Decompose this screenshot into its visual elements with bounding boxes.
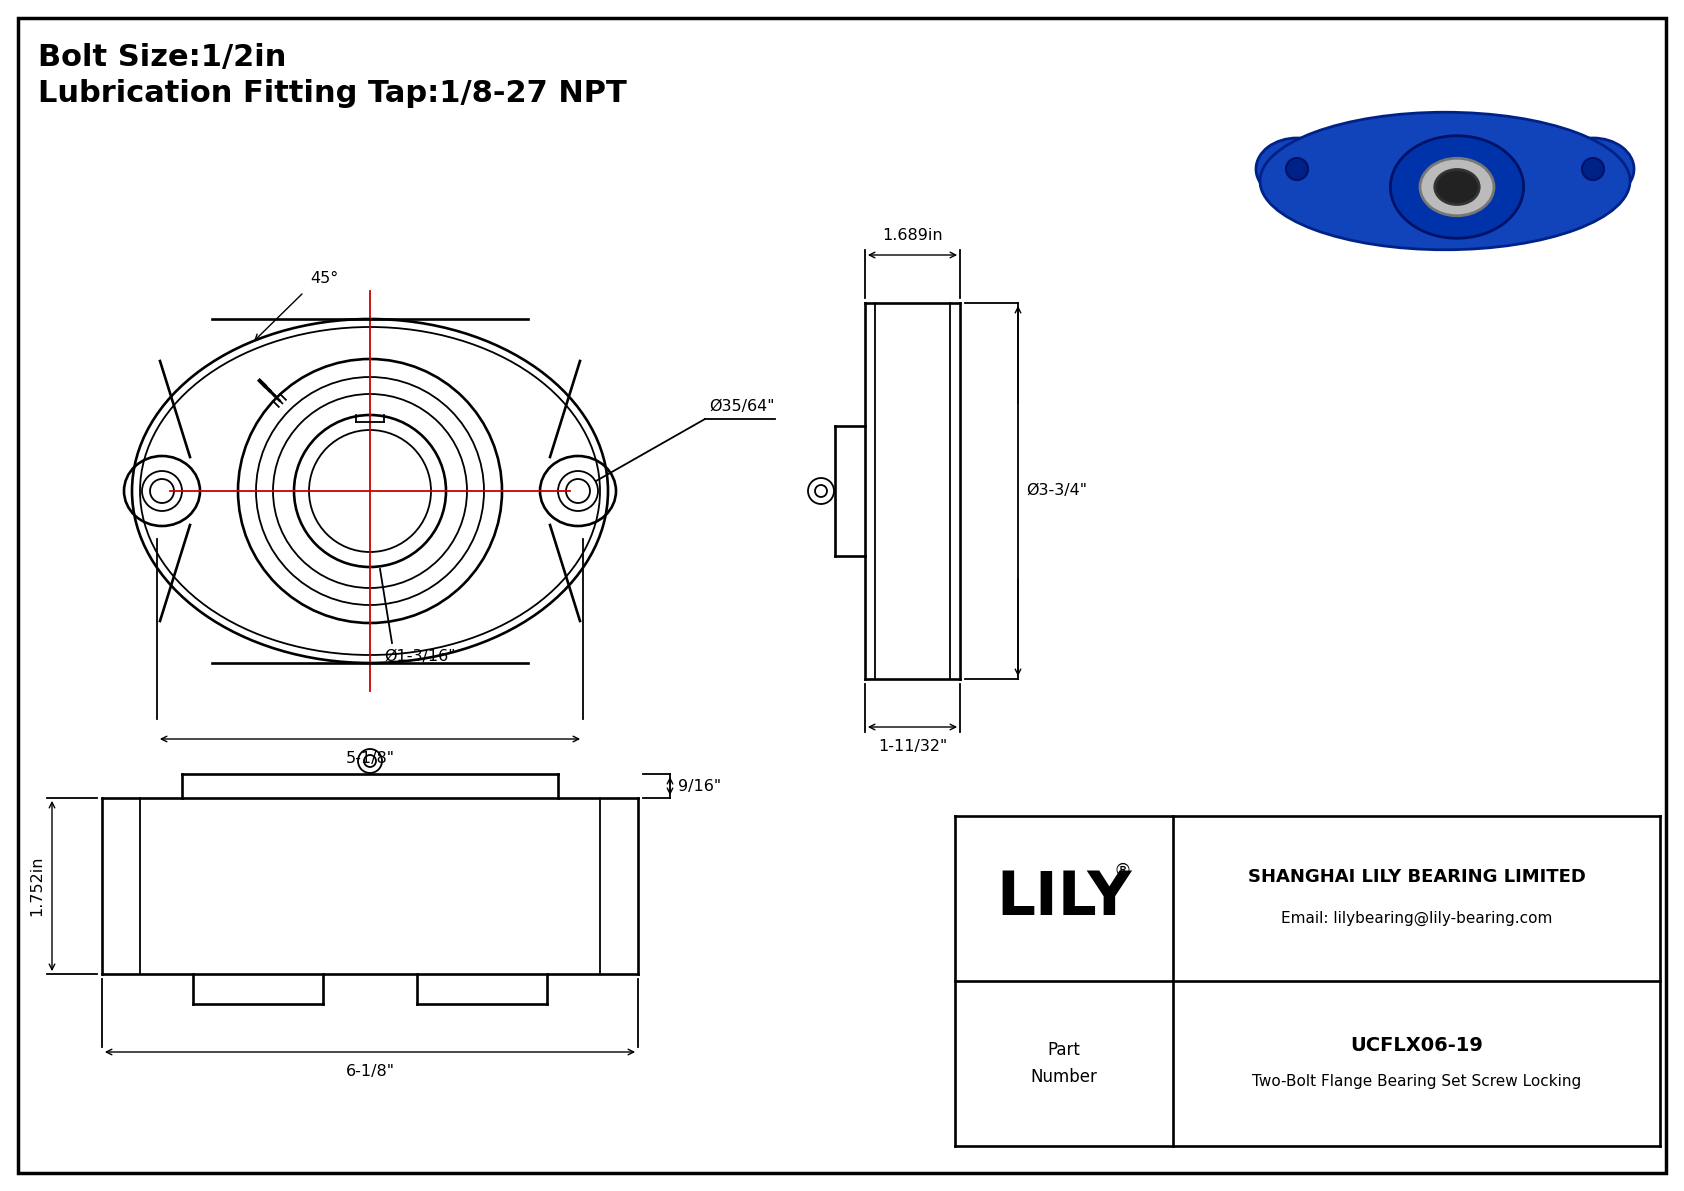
Text: Email: lilybearing@lily-bearing.com: Email: lilybearing@lily-bearing.com bbox=[1282, 911, 1553, 927]
Text: 45°: 45° bbox=[310, 272, 338, 286]
Text: Ø3-3/4": Ø3-3/4" bbox=[1026, 484, 1086, 499]
Text: Part
Number: Part Number bbox=[1031, 1041, 1098, 1086]
Ellipse shape bbox=[1435, 169, 1479, 205]
Ellipse shape bbox=[1256, 138, 1339, 200]
Text: 6-1/8": 6-1/8" bbox=[345, 1064, 394, 1079]
Text: 1.752in: 1.752in bbox=[29, 856, 44, 916]
Text: 1.689in: 1.689in bbox=[882, 227, 943, 243]
Ellipse shape bbox=[1260, 112, 1630, 250]
Text: LILY: LILY bbox=[997, 869, 1132, 928]
Text: ®: ® bbox=[1113, 861, 1132, 879]
Text: SHANGHAI LILY BEARING LIMITED: SHANGHAI LILY BEARING LIMITED bbox=[1248, 867, 1585, 885]
Ellipse shape bbox=[1553, 138, 1633, 200]
Text: Bolt Size:1/2in: Bolt Size:1/2in bbox=[39, 43, 286, 71]
Ellipse shape bbox=[1420, 158, 1494, 216]
Text: 9/16": 9/16" bbox=[679, 779, 721, 793]
Text: Lubrication Fitting Tap:1/8-27 NPT: Lubrication Fitting Tap:1/8-27 NPT bbox=[39, 79, 626, 108]
Circle shape bbox=[1581, 158, 1603, 180]
Text: 5-1/8": 5-1/8" bbox=[345, 752, 394, 766]
Text: Ø35/64": Ø35/64" bbox=[709, 399, 775, 414]
Text: Two-Bolt Flange Bearing Set Screw Locking: Two-Bolt Flange Bearing Set Screw Lockin… bbox=[1251, 1074, 1581, 1089]
Text: Ø1-3/16": Ø1-3/16" bbox=[384, 649, 455, 665]
Circle shape bbox=[1287, 158, 1308, 180]
Text: 1-11/32": 1-11/32" bbox=[877, 738, 946, 754]
Text: UCFLX06-19: UCFLX06-19 bbox=[1351, 1036, 1484, 1055]
Ellipse shape bbox=[1391, 136, 1524, 238]
